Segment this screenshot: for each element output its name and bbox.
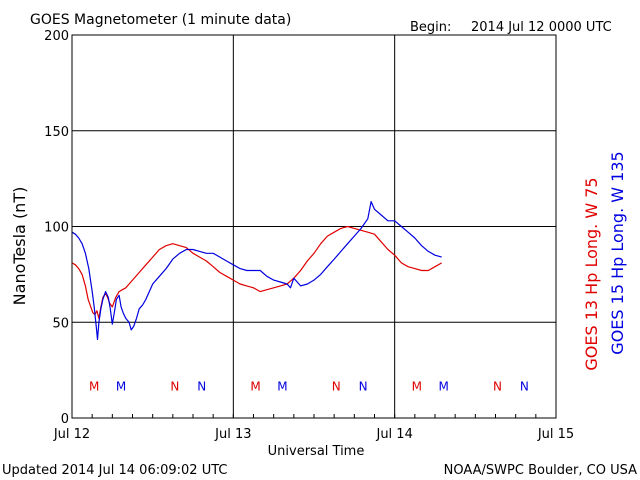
chart-title: GOES Magnetometer (1 minute data): [30, 12, 291, 28]
legend: GOES 13 Hp Long. W 75 GOES 15 Hp Long. W…: [582, 151, 627, 370]
legend-goes13: GOES 13 Hp Long. W 75: [582, 177, 601, 370]
grid-lines: [72, 35, 556, 418]
marker-m: M: [277, 379, 287, 393]
x-axis-label: Universal Time: [268, 444, 365, 459]
credit-text: NOAA/SWPC Boulder, CO USA: [444, 463, 637, 478]
begin-label: Begin:: [410, 20, 451, 35]
marker-n: N: [332, 379, 341, 393]
y-tick-label: 200: [44, 29, 69, 44]
series-lines: [71, 201, 442, 341]
marker-m: M: [250, 379, 260, 393]
x-tick-label: Jul 14: [375, 427, 412, 442]
y-tick-label: 0: [61, 412, 69, 427]
marker-m: M: [89, 379, 99, 393]
y-tick-label: 150: [44, 125, 69, 140]
series-line-goes13: [71, 225, 442, 319]
axis-ticks: 0 50 100 150 200 Jul 12 Jul 13 Jul 14 Jul 15: [44, 29, 574, 442]
marker-n: N: [197, 379, 206, 393]
plot-frame: [71, 34, 557, 419]
marker-n: N: [493, 379, 502, 393]
marker-n: N: [170, 379, 179, 393]
y-axis-label: NanoTesla (nT): [10, 187, 29, 306]
marker-n: N: [359, 379, 368, 393]
marker-m: M: [412, 379, 422, 393]
y-tick-label: 50: [52, 316, 69, 331]
marker-m: M: [439, 379, 449, 393]
marker-m: M: [116, 379, 126, 393]
series-line-goes15: [71, 201, 442, 341]
x-tick-label: Jul 12: [53, 427, 90, 442]
updated-timestamp: Updated 2014 Jul 14 06:09:02 UTC: [2, 463, 227, 478]
marker-n: N: [520, 379, 529, 393]
x-tick-label: Jul 13: [214, 427, 251, 442]
legend-goes15: GOES 15 Hp Long. W 135: [608, 151, 627, 354]
begin-value: 2014 Jul 12 0000 UTC: [471, 20, 612, 35]
y-tick-label: 100: [44, 221, 69, 236]
x-tick-label: Jul 15: [537, 427, 574, 442]
